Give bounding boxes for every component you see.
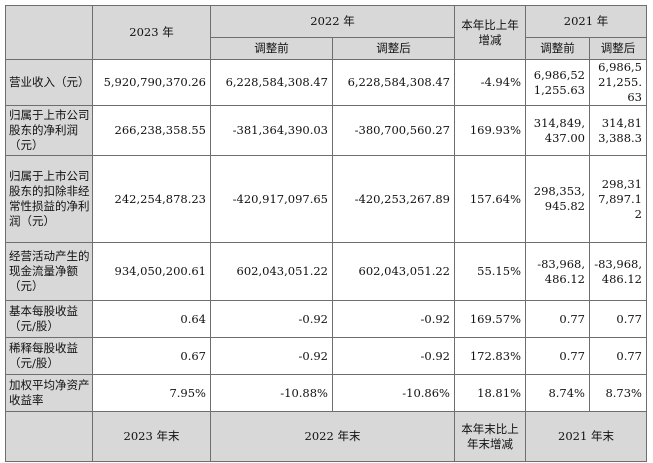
table-row: 营业收入（元） 5,920,790,370.26 6,228,584,308.4… xyxy=(5,59,647,106)
row-label: 归属于上市公司股东的扣除非经常性损益的净利润（元） xyxy=(5,155,93,243)
header-row-years: 2023 年 2022 年 本年比上年增减 2021 年 xyxy=(5,5,647,60)
header-2021-after: 调整后 xyxy=(589,37,647,60)
header-2022-after: 调整后 xyxy=(332,37,455,60)
cell-change: 172.83% xyxy=(454,337,526,375)
cell-change: 169.57% xyxy=(454,300,526,338)
header-change: 本年比上年增减 xyxy=(454,5,526,60)
cell-2022-after: -0.92 xyxy=(332,300,455,338)
row-label: 经营活动产生的现金流量净额（元） xyxy=(5,242,93,301)
cell-change: 18.81% xyxy=(454,374,526,412)
cell-2021-after: 0.77 xyxy=(589,300,647,338)
cell-2023: 266,238,358.55 xyxy=(92,105,211,156)
footer-2022-end: 2022 年末 xyxy=(210,411,455,462)
cell-2023: 934,050,200.61 xyxy=(92,242,211,301)
cell-2022-before: -420,917,097.65 xyxy=(210,155,333,243)
row-label: 加权平均净资产收益率 xyxy=(5,374,93,412)
cell-2021-before: 0.77 xyxy=(525,337,590,375)
header-2021: 2021 年 xyxy=(525,5,647,38)
footer-row-year-end: 2023 年末 2022 年末 本年末比上年末增减 2021 年末 xyxy=(5,411,647,462)
footer-corner xyxy=(5,411,93,462)
table-row: 经营活动产生的现金流量净额（元） 934,050,200.61 602,043,… xyxy=(5,242,647,301)
cell-2023: 0.67 xyxy=(92,337,211,375)
cell-2021-before: 6,986,521,255.63 xyxy=(525,59,590,106)
cell-change: -4.94% xyxy=(454,59,526,106)
cell-2023: 242,254,878.23 xyxy=(92,155,211,243)
header-2021-before: 调整前 xyxy=(525,37,590,60)
cell-2021-after: 298,317,897.12 xyxy=(589,155,647,243)
row-label: 归属于上市公司股东的净利润（元） xyxy=(5,105,93,156)
cell-2021-after: 8.73% xyxy=(589,374,647,412)
table-row: 加权平均净资产收益率 7.95% -10.88% -10.86% 18.81% … xyxy=(5,374,647,412)
table-row: 归属于上市公司股东的扣除非经常性损益的净利润（元） 242,254,878.23… xyxy=(5,155,647,243)
cell-2022-before: -10.88% xyxy=(210,374,333,412)
cell-2021-before: 0.77 xyxy=(525,300,590,338)
cell-change: 157.64% xyxy=(454,155,526,243)
table-row: 归属于上市公司股东的净利润（元） 266,238,358.55 -381,364… xyxy=(5,105,647,156)
cell-2022-before: -0.92 xyxy=(210,337,333,375)
cell-2023: 7.95% xyxy=(92,374,211,412)
header-corner xyxy=(5,5,93,60)
cell-2022-after: -10.86% xyxy=(332,374,455,412)
footer-2023-end: 2023 年末 xyxy=(92,411,211,462)
header-2023: 2023 年 xyxy=(92,5,211,60)
cell-2022-after: -420,253,267.89 xyxy=(332,155,455,243)
row-label: 稀释每股收益（元/股） xyxy=(5,337,93,375)
cell-2021-after: 0.77 xyxy=(589,337,647,375)
table-row: 基本每股收益（元/股） 0.64 -0.92 -0.92 169.57% 0.7… xyxy=(5,300,647,338)
cell-change: 55.15% xyxy=(454,242,526,301)
cell-2023: 5,920,790,370.26 xyxy=(92,59,211,106)
cell-2021-after: 314,813,388.3 xyxy=(589,105,647,156)
cell-2022-after: -0.92 xyxy=(332,337,455,375)
footer-2021-end: 2021 年末 xyxy=(525,411,647,462)
financial-data-table: 2023 年 2022 年 本年比上年增减 2021 年 调整前 调整后 调整前… xyxy=(5,5,647,462)
cell-2021-after: 6,986,521,255.63 xyxy=(589,59,647,106)
cell-change: 169.93% xyxy=(454,105,526,156)
row-label: 基本每股收益（元/股） xyxy=(5,300,93,338)
header-2022-before: 调整前 xyxy=(210,37,333,60)
cell-2021-before: 314,849,437.00 xyxy=(525,105,590,156)
header-2022: 2022 年 xyxy=(210,5,455,38)
cell-2023: 0.64 xyxy=(92,300,211,338)
header-row-adjust: 调整前 调整后 调整前 调整后 xyxy=(6,37,647,60)
table-row: 稀释每股收益（元/股） 0.67 -0.92 -0.92 172.83% 0.7… xyxy=(5,337,647,375)
footer-change: 本年末比上年末增减 xyxy=(454,411,526,462)
cell-2021-before: -83,968,486.12 xyxy=(525,242,590,301)
cell-2022-before: 602,043,051.22 xyxy=(210,242,333,301)
cell-2022-after: -380,700,560.27 xyxy=(332,105,455,156)
cell-2022-after: 602,043,051.22 xyxy=(332,242,455,301)
cell-2021-before: 298,353,945.82 xyxy=(525,155,590,243)
cell-2021-after: -83,968,486.12 xyxy=(589,242,647,301)
cell-2022-before: 6,228,584,308.47 xyxy=(210,59,333,106)
cell-2022-after: 6,228,584,308.47 xyxy=(332,59,455,106)
cell-2022-before: -381,364,390.03 xyxy=(210,105,333,156)
row-label: 营业收入（元） xyxy=(5,59,93,106)
cell-2021-before: 8.74% xyxy=(525,374,590,412)
cell-2022-before: -0.92 xyxy=(210,300,333,338)
